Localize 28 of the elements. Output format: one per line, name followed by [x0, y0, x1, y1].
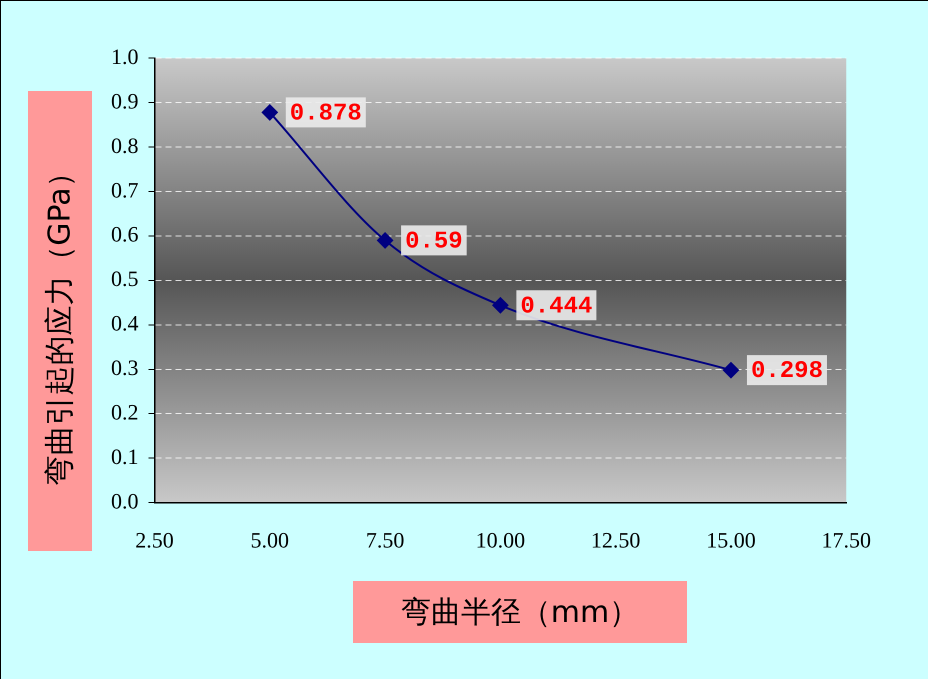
y-tick-label: 0.8	[111, 132, 138, 158]
x-axis-title: 弯曲半径（mm）	[353, 581, 687, 643]
y-tick-label: 0.3	[111, 355, 138, 380]
point	[492, 297, 508, 314]
y-tick-label: 0.6	[111, 222, 138, 247]
data-label: 0.59	[405, 228, 463, 256]
x-tick-label: 10.00	[476, 528, 526, 553]
y-tick-label: 1.0	[111, 44, 138, 69]
y-tick-label: 0.7	[111, 177, 138, 202]
y-axis-title: 弯曲引起的应力（GPa）	[42, 156, 78, 486]
x-tick-label: 2.50	[135, 528, 174, 553]
y-tick-label: 0.2	[111, 400, 138, 424]
point	[722, 362, 739, 378]
data-label: 0.298	[750, 358, 823, 386]
x-tick-label: 17.50	[822, 528, 871, 553]
x-tick-label: 7.50	[366, 528, 404, 553]
y-tick-label: 0.4	[111, 310, 138, 336]
y-tick-label: 0.9	[111, 88, 138, 114]
point	[377, 232, 394, 248]
data-label: 0.444	[520, 293, 592, 320]
y-tick-label: 0.0	[111, 488, 138, 514]
data-label: 0.878	[290, 100, 362, 128]
point	[262, 104, 278, 120]
y-tick-label: 0.5	[111, 266, 138, 292]
x-tick-label: 15.00	[706, 528, 756, 553]
y-tick-label: 0.1	[111, 444, 138, 469]
x-tick-label: 12.50	[590, 528, 640, 553]
x-tick-label: 5.00	[250, 528, 290, 553]
